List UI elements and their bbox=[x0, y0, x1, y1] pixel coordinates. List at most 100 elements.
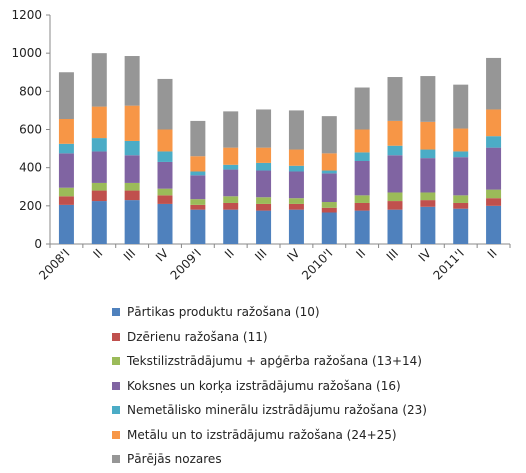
y-tick-label: 0 bbox=[34, 237, 42, 251]
bar-segment bbox=[190, 204, 206, 210]
bar-segment bbox=[91, 151, 107, 183]
bar-segment bbox=[223, 209, 239, 244]
y-tick-label: 1200 bbox=[11, 8, 42, 22]
bar-segment bbox=[256, 170, 272, 198]
bar-segment bbox=[58, 153, 74, 188]
bar-segment bbox=[453, 202, 469, 209]
bar-segment bbox=[256, 162, 272, 171]
bar-segment bbox=[354, 195, 370, 203]
bar-segment bbox=[288, 110, 304, 150]
bar-segment bbox=[486, 136, 502, 148]
bar-segment bbox=[124, 155, 140, 183]
bar-segment bbox=[354, 152, 370, 161]
bar-segment bbox=[58, 187, 74, 197]
legend-item: Metālu un to izstrādājumu ražošana (24+2… bbox=[112, 423, 427, 448]
bar-segment bbox=[58, 196, 74, 205]
x-tick-label: II bbox=[222, 246, 237, 261]
bar-segment bbox=[288, 198, 304, 204]
y-tick-label: 400 bbox=[19, 161, 42, 175]
bar-segment bbox=[321, 173, 337, 203]
bar-segment bbox=[190, 120, 206, 157]
legend-swatch bbox=[112, 381, 120, 390]
bar-segment bbox=[486, 205, 502, 244]
bar-segment bbox=[486, 198, 502, 206]
bar-segment bbox=[157, 151, 173, 162]
legend-swatch bbox=[112, 308, 120, 317]
bar-segment bbox=[157, 188, 173, 196]
legend-label: Koksnes un korķa izstrādājumu ražošana (… bbox=[127, 378, 401, 393]
y-tick-label: 200 bbox=[19, 199, 42, 213]
x-tick-label: II bbox=[91, 246, 106, 261]
x-tick-label: 2008'I bbox=[36, 246, 72, 282]
x-tick-label: 2010'I bbox=[299, 246, 335, 282]
bar-segment bbox=[58, 119, 74, 144]
x-tick-label: IV bbox=[284, 246, 303, 265]
bar-segment bbox=[256, 147, 272, 163]
legend-label: Pārtikas produktu ražošana (10) bbox=[127, 305, 320, 320]
bar-segment bbox=[420, 121, 436, 150]
bar-segment bbox=[124, 105, 140, 141]
bar-segment bbox=[321, 170, 337, 174]
bar-segment bbox=[420, 200, 436, 207]
bar-segment bbox=[486, 147, 502, 190]
bar-segment bbox=[256, 210, 272, 244]
bar-segment bbox=[453, 128, 469, 152]
x-tick-label: II bbox=[353, 246, 368, 261]
bar-segment bbox=[157, 161, 173, 189]
bar-segment bbox=[387, 77, 403, 121]
bar-segment bbox=[223, 169, 239, 197]
bar-segment bbox=[91, 106, 107, 139]
bar-segment bbox=[157, 203, 173, 244]
chart-legend: Pārtikas produktu ražošana (10) Dzērienu … bbox=[112, 300, 427, 472]
bar-segment bbox=[91, 201, 107, 244]
legend-swatch bbox=[112, 332, 120, 341]
bar-segment bbox=[354, 202, 370, 211]
bar-segment bbox=[387, 155, 403, 193]
bar-segment bbox=[190, 175, 206, 200]
bar-segment bbox=[453, 208, 469, 244]
bar-segment bbox=[354, 160, 370, 196]
x-tick-label: IV bbox=[416, 246, 435, 265]
bar-segment bbox=[256, 203, 272, 211]
bar-segment bbox=[288, 165, 304, 172]
bar-segment bbox=[256, 109, 272, 148]
bar-segment bbox=[486, 57, 502, 110]
bar-segment bbox=[190, 209, 206, 244]
bar-segment bbox=[387, 120, 403, 146]
legend-swatch bbox=[112, 357, 120, 366]
bar-segment bbox=[453, 157, 469, 196]
bar-segment bbox=[387, 145, 403, 156]
bar-segment bbox=[486, 189, 502, 199]
bar-segment bbox=[288, 209, 304, 244]
legend-label: Tekstilizstrādājumu + apģērba ražošana (… bbox=[127, 354, 422, 369]
bar-segment bbox=[124, 200, 140, 244]
bar-segment bbox=[58, 204, 74, 244]
legend-item: Tekstilizstrādājumu + apģērba ražošana (… bbox=[112, 349, 427, 374]
bar-segment bbox=[91, 138, 107, 152]
bar-segment bbox=[486, 109, 502, 137]
bar-segment bbox=[157, 129, 173, 152]
bar-segment bbox=[124, 140, 140, 156]
bar-segment bbox=[354, 210, 370, 244]
bar-segment bbox=[58, 143, 74, 154]
bar-segment bbox=[420, 76, 436, 122]
x-tick-label: III bbox=[384, 246, 401, 263]
bar-segment bbox=[124, 182, 140, 191]
bar-segment bbox=[223, 147, 239, 165]
x-tick-label: III bbox=[252, 246, 269, 263]
legend-item: Pārtikas produktu ražošana (10) bbox=[112, 300, 427, 325]
bar-segment bbox=[124, 56, 140, 106]
bar-segment bbox=[288, 203, 304, 210]
legend-label: Dzērienu ražošana (11) bbox=[127, 329, 268, 344]
bar-segment bbox=[387, 192, 403, 202]
bar-segment bbox=[288, 171, 304, 199]
bar-segment bbox=[223, 202, 239, 210]
bar-segment bbox=[91, 190, 107, 202]
bar-segment bbox=[354, 129, 370, 153]
bar-segment bbox=[321, 202, 337, 208]
bar-segment bbox=[124, 190, 140, 201]
x-tick-label: II bbox=[485, 246, 500, 261]
legend-swatch bbox=[112, 455, 120, 464]
bar-segment bbox=[288, 149, 304, 166]
